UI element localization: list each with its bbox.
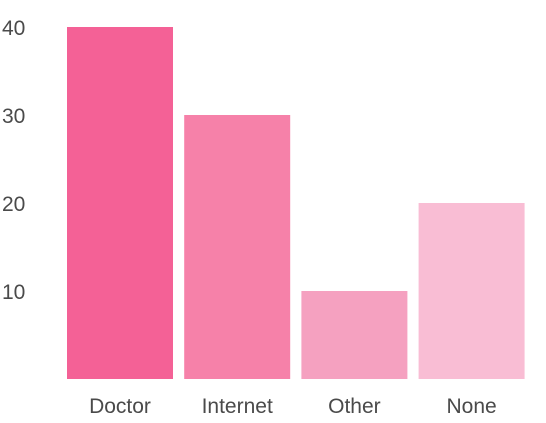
x-tick-label-doctor: Doctor [89,395,151,418]
bar-internet [184,115,291,379]
x-tick-label-other: Other [328,395,381,418]
bars [67,27,525,379]
bar-other [301,291,408,379]
x-tick-label-none: None [446,395,496,418]
y-tick-label-10: 10 [2,281,25,304]
bar-none [418,203,525,379]
bar-doctor [67,27,173,379]
y-tick-label-20: 20 [2,193,25,216]
x-tick-label-internet: Internet [202,395,273,418]
x-axis: Doctor Internet Other None [89,395,497,418]
y-tick-label-40: 40 [2,17,25,40]
y-axis: 10 20 30 40 [2,17,25,304]
y-tick-label-30: 30 [2,105,25,128]
